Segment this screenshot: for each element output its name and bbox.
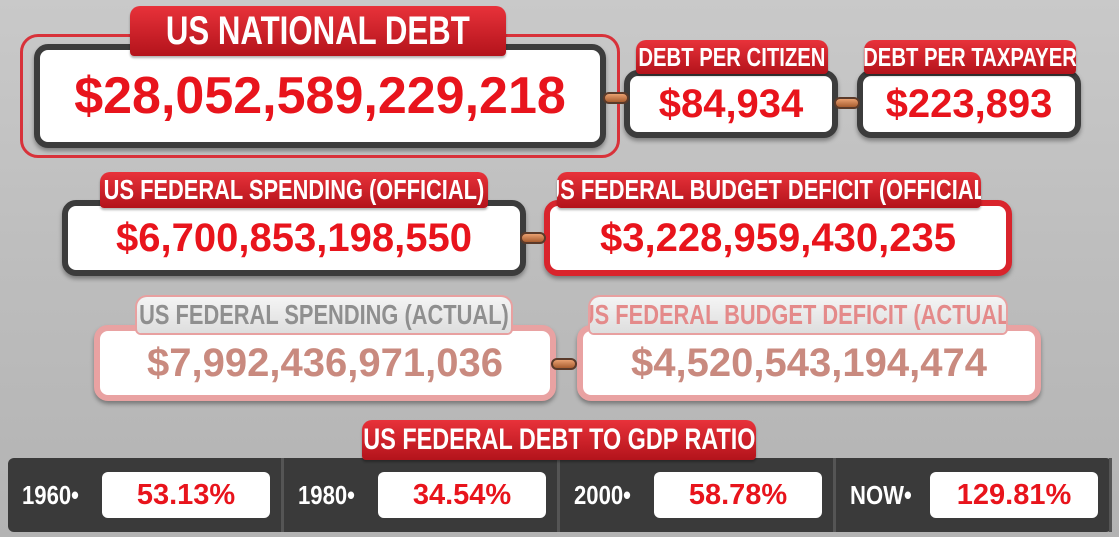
section-title: US FEDERAL BUDGET DEFICIT (ACTUAL) bbox=[590, 297, 1006, 333]
connector bbox=[551, 358, 577, 370]
title-text: US FEDERAL SPENDING (OFFICIAL) bbox=[103, 174, 485, 205]
section-title: US FEDERAL BUDGET DEFICIT (OFFICIAL) bbox=[557, 172, 981, 208]
title-text: US NATIONAL DEBT bbox=[166, 8, 470, 53]
gdp-cell: 2000• 58.78% bbox=[560, 458, 836, 532]
gdp-year: 2000• bbox=[574, 480, 654, 511]
section-title: US FEDERAL DEBT TO GDP RATIO bbox=[362, 420, 756, 460]
citizen-value: $84,934 bbox=[624, 70, 838, 138]
gdp-bar: 1960• 53.13% 1980• 34.54% 2000• 58.78% NOW• 129… bbox=[8, 458, 1112, 532]
section-title: US FEDERAL SPENDING (OFFICIAL) bbox=[100, 172, 488, 208]
gdp-year: 1960• bbox=[22, 480, 102, 511]
gdp-value: 129.81% bbox=[930, 472, 1098, 518]
title-text: US FEDERAL DEBT TO GDP RATIO bbox=[362, 423, 756, 456]
connector bbox=[603, 92, 629, 104]
connector bbox=[520, 232, 546, 244]
title-text: DEBT PER CITIZEN bbox=[638, 41, 826, 72]
gdp-year: NOW• bbox=[850, 480, 930, 511]
title-text: DEBT PER TAXPAYER bbox=[864, 41, 1076, 72]
year-text: NOW• bbox=[850, 479, 912, 510]
gdp-value: 34.54% bbox=[378, 472, 546, 518]
section-title: DEBT PER TAXPAYER bbox=[864, 40, 1076, 74]
year-text: 1960• bbox=[22, 479, 79, 510]
title-text: US FEDERAL BUDGET DEFICIT (OFFICIAL) bbox=[557, 174, 981, 205]
taxpayer-value: $223,893 bbox=[857, 70, 1081, 138]
gdp-cell: 1960• 53.13% bbox=[8, 458, 284, 532]
gdp-cell: 1980• 34.54% bbox=[284, 458, 560, 532]
title-text: US FEDERAL SPENDING (ACTUAL) bbox=[139, 299, 509, 330]
spending-actual-value: $7,992,436,971,036 bbox=[94, 325, 556, 401]
section-title: US NATIONAL DEBT bbox=[130, 6, 506, 56]
year-text: 1980• bbox=[298, 479, 355, 510]
connector bbox=[834, 97, 860, 109]
gdp-value: 53.13% bbox=[102, 472, 270, 518]
title-text: US FEDERAL BUDGET DEFICIT (ACTUAL) bbox=[590, 299, 1006, 330]
deficit-actual-value: $4,520,543,194,474 bbox=[577, 325, 1041, 401]
gdp-value: 58.78% bbox=[654, 472, 822, 518]
gdp-year: 1980• bbox=[298, 480, 378, 511]
gdp-cell: NOW• 129.81% bbox=[836, 458, 1112, 532]
national-debt-value: $28,052,589,229,218 bbox=[34, 44, 606, 148]
section-title: DEBT PER CITIZEN bbox=[636, 40, 828, 74]
year-text: 2000• bbox=[574, 479, 631, 510]
section-title: US FEDERAL SPENDING (ACTUAL) bbox=[137, 297, 511, 333]
spending-official-value: $6,700,853,198,550 bbox=[62, 200, 526, 276]
deficit-official-value: $3,228,959,430,235 bbox=[544, 200, 1012, 276]
